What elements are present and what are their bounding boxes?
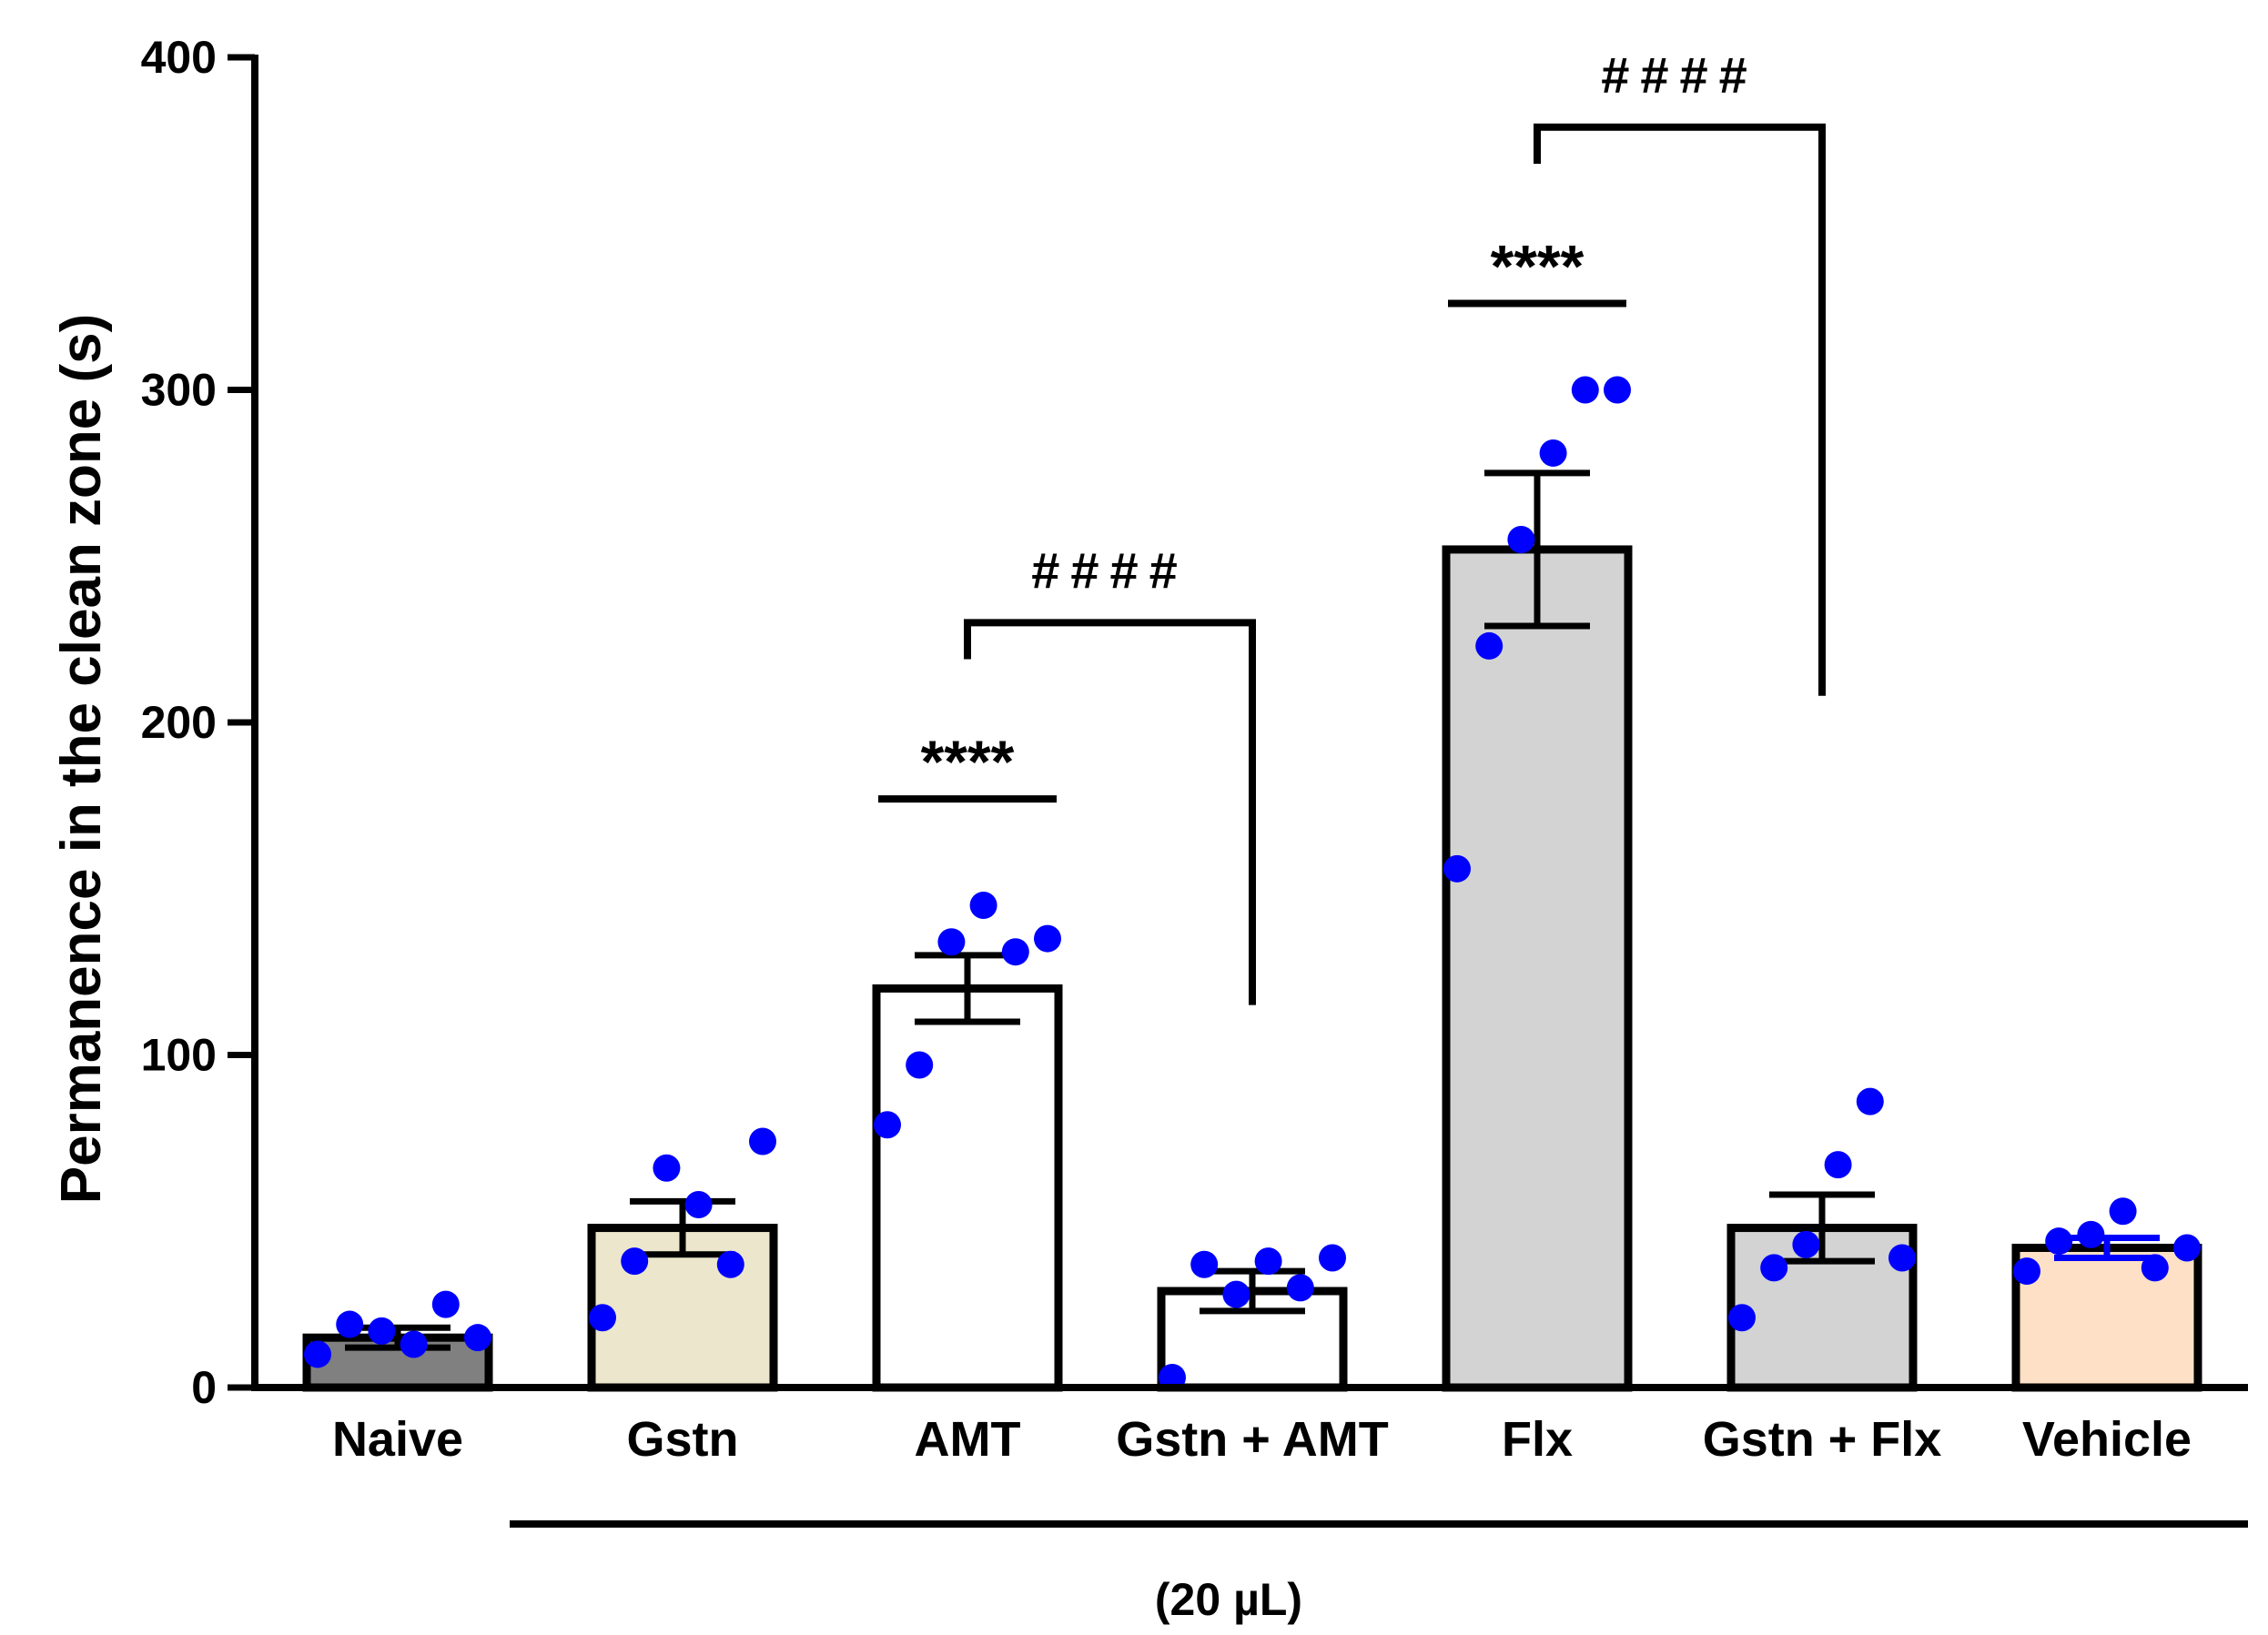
y-tick-label: 300	[141, 365, 217, 416]
data-point	[653, 1154, 681, 1182]
data-point	[716, 1250, 744, 1278]
data-point	[1286, 1274, 1314, 1302]
data-point	[304, 1340, 331, 1368]
data-point	[1443, 854, 1471, 883]
data-point	[1604, 376, 1631, 404]
axes	[251, 55, 2248, 1391]
y-tick-label: 200	[141, 697, 217, 748]
data-point	[2141, 1254, 2169, 1282]
group-label: (20 µL)	[1155, 1574, 1302, 1625]
data-point	[1507, 525, 1535, 553]
x-axis-labels: Naive Gstn AMT Gstn + AMT Flx Gstn + Flx Vehic…	[332, 1412, 2192, 1467]
comparison-bracket	[1534, 123, 1826, 696]
x-tick-label: Flx	[1502, 1412, 1573, 1467]
x-tick-label: Gstn + Flx	[1703, 1412, 1942, 1467]
data-point	[464, 1324, 491, 1352]
x-tick-label: Vehicle	[2022, 1412, 2192, 1467]
data-point	[906, 1051, 934, 1079]
group-annotation: (20 µL)	[510, 1520, 2248, 1625]
comparison-label: ####	[1601, 46, 1758, 104]
y-axis-ticks: 0 100 200 300 400	[141, 32, 255, 1413]
data-point	[1571, 376, 1599, 404]
data-point	[684, 1190, 713, 1218]
data-point	[2013, 1257, 2040, 1286]
comparison-label: ####	[1031, 541, 1189, 599]
x-tick-label: AMT	[915, 1412, 1021, 1467]
data-point	[1254, 1247, 1282, 1276]
data-point	[874, 1111, 901, 1139]
data-point	[1856, 1087, 1884, 1115]
data-point	[1888, 1244, 1916, 1272]
bars	[302, 545, 2202, 1392]
data-point	[2109, 1197, 2137, 1226]
y-axis-label: Permanence in the clean zone (s)	[50, 314, 113, 1205]
data-point	[400, 1330, 428, 1358]
x-tick-label: Naive	[332, 1412, 463, 1467]
data-point	[937, 928, 966, 956]
data-point	[1792, 1230, 1820, 1258]
comparison-bracket	[964, 619, 1256, 1005]
y-tick-label: 400	[141, 32, 217, 83]
data-point	[1824, 1151, 1852, 1179]
bar-vehicle	[2011, 1243, 2202, 1392]
data-point	[2173, 1234, 2201, 1262]
data-point	[1760, 1254, 1788, 1282]
data-points	[304, 376, 2201, 1392]
data-point	[749, 1127, 776, 1156]
y-tick-label: 100	[141, 1030, 217, 1081]
data-point	[1319, 1244, 1346, 1272]
bar-amt	[872, 984, 1063, 1392]
data-point	[431, 1290, 460, 1318]
bar-flx	[1442, 545, 1633, 1392]
data-point	[969, 892, 997, 920]
data-point	[368, 1317, 396, 1345]
data-point	[1539, 439, 1567, 467]
y-tick-label: 0	[191, 1362, 217, 1413]
data-point	[336, 1310, 364, 1338]
error-bars	[345, 469, 2160, 1351]
data-point	[589, 1304, 616, 1332]
data-point	[1728, 1304, 1756, 1332]
significance-stars: ****	[921, 728, 1015, 795]
significance-annotations: **** **** #### ####	[878, 46, 1826, 1005]
data-point	[621, 1247, 649, 1276]
x-tick-label: Gstn + AMT	[1116, 1412, 1389, 1467]
data-point	[1001, 938, 1029, 966]
data-point	[1475, 631, 1504, 660]
data-point	[1190, 1250, 1219, 1278]
data-point	[2077, 1220, 2105, 1248]
significance-stars: ****	[1491, 232, 1585, 299]
data-point	[2045, 1227, 2073, 1256]
x-tick-label: Gstn	[626, 1412, 738, 1467]
data-point	[1034, 924, 1061, 953]
data-point	[1222, 1280, 1250, 1308]
